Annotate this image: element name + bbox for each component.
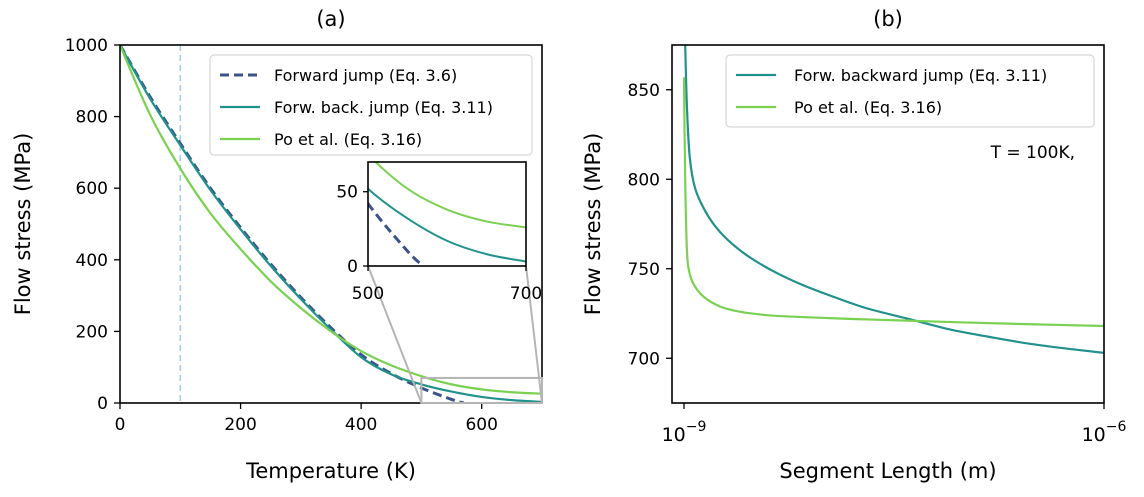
y-tick-label: 1000 <box>65 36 108 56</box>
series-line-3 <box>120 45 542 395</box>
b-legend-label-1: Forw. backward jump (Eq. 3.11) <box>794 66 1047 85</box>
y-tick-label: 0 <box>97 394 108 414</box>
y-tick-label: 800 <box>76 108 108 128</box>
series-line-2 <box>120 45 542 403</box>
b-x-tick-label: 10−9 <box>662 419 707 446</box>
b-y-tick-label: 750 <box>628 260 660 280</box>
zoom-connector-left <box>367 265 423 404</box>
zoom-connector-right <box>525 265 543 404</box>
inset-axes: 500 700 0 50 <box>336 161 542 304</box>
legend-label-1: Forward jump (Eq. 3.6) <box>274 66 457 85</box>
x-tick-label: 400 <box>345 415 377 435</box>
panel-a-x-axis-label: Temperature (K) <box>245 459 416 483</box>
b-y-tick-label: 700 <box>628 349 660 369</box>
temperature-annotation: T = 100K, <box>990 143 1075 163</box>
panel-b: (b) 10−9 10−6 700 750 800 850 Segment Length… <box>581 7 1127 483</box>
panel-b-title: (b) <box>873 7 903 31</box>
inset-zoom-indicator <box>367 265 543 405</box>
b-x-tick-label: 10−6 <box>1082 419 1127 446</box>
y-tick-label: 600 <box>76 179 108 199</box>
x-tick-label: 600 <box>465 415 497 435</box>
b-y-tick-label: 850 <box>628 81 660 101</box>
panel-a-title: (a) <box>316 7 345 31</box>
panel-a-frame <box>119 44 543 404</box>
inset-series-line-2 <box>368 187 526 263</box>
panel-b-legend: Forw. backward jump (Eq. 3.11) Po et al. … <box>725 54 1095 128</box>
panel-a-legend: Forward jump (Eq. 3.6) Forw. back. jump (… <box>209 54 533 156</box>
zoom-region-rect <box>420 376 543 405</box>
legend-label-3: Po et al. (Eq. 3.16) <box>274 130 422 149</box>
x-tick-label: 200 <box>224 415 256 435</box>
y-tick-label: 200 <box>76 322 108 342</box>
b-series-line-1 <box>684 45 1104 354</box>
panel-a: (a) 0 200 400 600 0 200 400 600 800 1000 Tempera… <box>11 7 543 483</box>
inset-x-tick-label: 700 <box>510 284 542 304</box>
b-y-tick-label: 800 <box>628 170 660 190</box>
x-tick-label: 0 <box>115 415 126 435</box>
inset-y-tick-label: 50 <box>336 183 358 203</box>
panel-a-y-axis-label: Flow stress (MPa) <box>11 133 35 316</box>
panel-b-x-axis-label: Segment Length (m) <box>779 459 996 483</box>
b-series-line-2 <box>682 77 1104 328</box>
panel-b-frame <box>671 44 1105 404</box>
legend-label-2: Forw. back. jump (Eq. 3.11) <box>274 98 493 117</box>
y-tick-label: 400 <box>76 251 108 271</box>
inset-frame <box>367 161 527 267</box>
inset-series-line-3 <box>374 162 526 229</box>
inset-x-tick-label: 500 <box>352 284 384 304</box>
inset-y-tick-label: 0 <box>347 257 358 277</box>
panel-b-y-axis-label: Flow stress (MPa) <box>581 133 605 316</box>
b-legend-label-2: Po et al. (Eq. 3.16) <box>794 98 942 117</box>
